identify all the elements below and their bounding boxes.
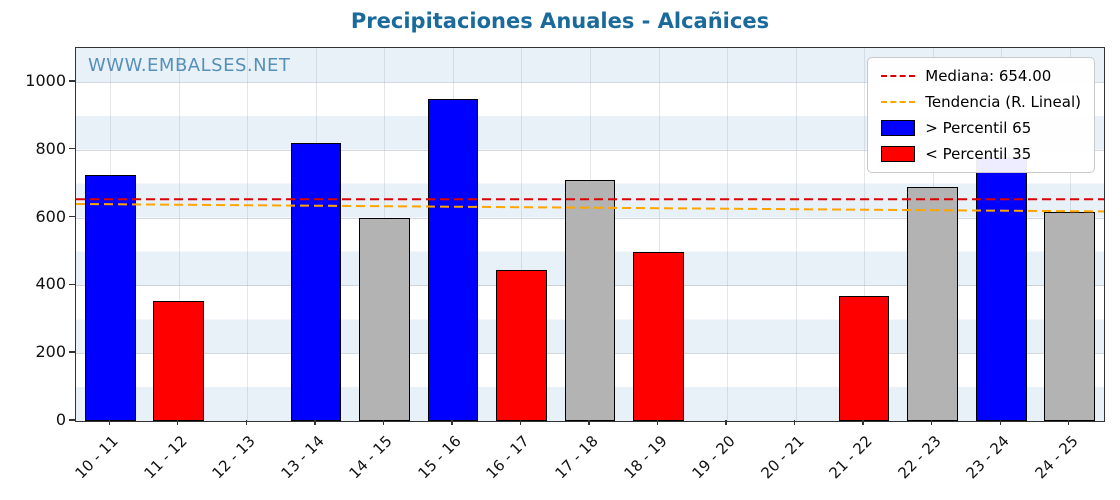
y-tick-label: 0 [55, 410, 66, 429]
x-tick-label: 24 - 25 [1031, 432, 1082, 483]
x-tick-label: 14 - 15 [345, 432, 397, 483]
bar-23-24 [975, 156, 1027, 421]
gridline-vertical [727, 48, 729, 421]
bar-10-11 [84, 175, 136, 421]
x-tick-label: 22 - 23 [894, 432, 945, 483]
bar-18-19 [633, 252, 684, 421]
x-tick-label: 23 - 24 [962, 432, 1013, 483]
x-tick-mark [177, 420, 179, 425]
y-tick-mark [69, 215, 75, 218]
x-tick-label: 15 - 16 [414, 432, 465, 483]
chart-title: Precipitaciones Anuales - Alcañices [350, 9, 770, 33]
x-tick-mark [1068, 420, 1070, 425]
x-tick-label: 13 - 14 [277, 432, 328, 483]
legend-item: > Percentil 65 [881, 119, 1081, 137]
gridline-vertical [864, 48, 866, 421]
x-axis: 10 - 11 11 - 12 12 - 13 13 - 14 14 - 15 15 - … [71, 422, 1103, 500]
x-tick-mark [793, 420, 796, 425]
bar-16-17 [496, 270, 547, 421]
gridline-vertical [178, 48, 180, 421]
x-tick-mark [314, 420, 316, 425]
y-tick-mark [69, 283, 75, 286]
x-tick-mark [656, 420, 659, 425]
x-tick-mark [245, 420, 248, 425]
legend-patch-sample [881, 146, 916, 162]
gridline-vertical [521, 48, 523, 421]
x-tick-label: 10 - 11 [71, 432, 122, 483]
watermark: WWW.EMBALSES.NET [88, 55, 291, 76]
gridline-vertical [247, 48, 249, 421]
legend-label: < Percentil 35 [925, 145, 1032, 163]
x-tick-mark [999, 420, 1001, 425]
x-tick-label: 12 - 13 [208, 432, 260, 483]
y-tick-mark [69, 351, 75, 353]
bar-17-18 [564, 180, 616, 421]
x-tick-mark [862, 420, 864, 425]
y-tick-mark [69, 80, 75, 82]
x-tick-mark [725, 420, 727, 425]
bar-21-22 [838, 296, 890, 421]
gridline-vertical [658, 48, 660, 421]
x-tick-label: 17 - 18 [551, 432, 602, 483]
x-tick-mark [382, 420, 385, 425]
legend-line-sample [881, 101, 916, 103]
bar-14-15 [359, 217, 410, 421]
legend-patch-sample [881, 120, 916, 136]
legend: Mediana: 654.00 Tendencia (R. Lineal) > Pe… [867, 57, 1095, 173]
bar-15-16 [427, 98, 479, 421]
x-tick-label: 21 - 22 [825, 432, 876, 483]
legend-item: < Percentil 35 [881, 145, 1081, 163]
bar-13-14 [290, 142, 342, 421]
y-tick-label: 800 [35, 138, 66, 158]
x-tick-label: 20 - 21 [757, 432, 808, 483]
bar-11-12 [153, 300, 205, 421]
x-tick-mark [588, 420, 590, 425]
y-tick-label: 1000 [25, 70, 66, 90]
y-tick-mark [69, 419, 75, 421]
plot-area: WWW.EMBALSES.NET Mediana: 654.00 Tendenci… [75, 47, 1105, 422]
x-tick-label: 16 - 17 [482, 432, 534, 483]
x-tick-label: 18 - 19 [619, 432, 671, 483]
x-tick-label: 19 - 20 [688, 432, 739, 483]
bar-22-23 [907, 187, 958, 421]
gridline-horizontal [76, 81, 1104, 83]
legend-label: Mediana: 654.00 [925, 67, 1052, 85]
x-tick-mark [519, 420, 522, 425]
x-tick-mark [451, 420, 453, 425]
y-axis: 0 200 400 600 800 1000 [0, 47, 66, 429]
legend-item: Tendencia (R. Lineal) [881, 93, 1081, 111]
gridline-horizontal [76, 149, 1104, 151]
y-tick-label: 600 [35, 206, 66, 226]
x-tick-mark [108, 420, 110, 425]
legend-line-sample [881, 75, 916, 77]
bar-24-25 [1044, 212, 1096, 421]
legend-label: > Percentil 65 [925, 119, 1032, 137]
y-tick-label: 200 [35, 342, 66, 362]
x-tick-label: 11 - 12 [140, 432, 191, 483]
y-tick-label: 400 [35, 274, 66, 294]
y-tick-mark [69, 148, 75, 150]
gridline-vertical [795, 48, 797, 421]
legend-item: Mediana: 654.00 [881, 67, 1081, 85]
legend-label: Tendencia (R. Lineal) [925, 93, 1081, 111]
x-tick-mark [930, 420, 933, 425]
